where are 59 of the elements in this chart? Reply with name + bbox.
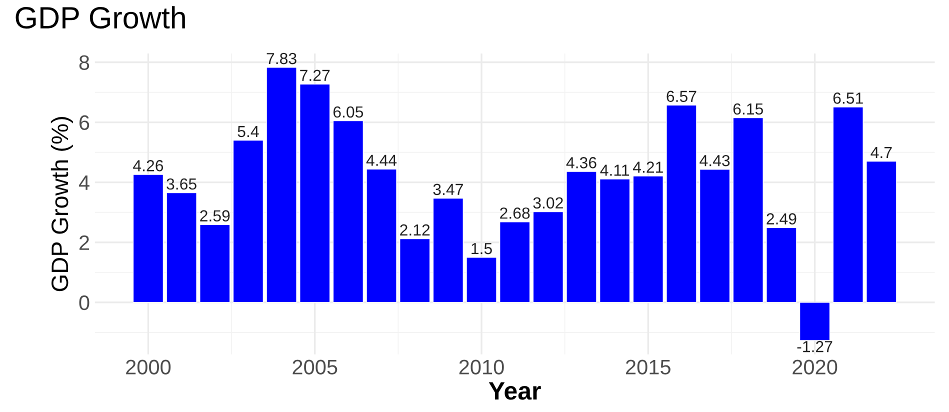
bar bbox=[799, 302, 830, 341]
bar bbox=[232, 140, 264, 303]
bar bbox=[866, 160, 897, 303]
data-label: 5.4 bbox=[238, 126, 259, 138]
data-label: 3.47 bbox=[433, 184, 463, 196]
bar bbox=[332, 120, 364, 303]
data-label: 2.59 bbox=[200, 210, 230, 222]
x-tick-label: 2020 bbox=[792, 360, 838, 374]
x-tick-label: 2000 bbox=[126, 360, 171, 374]
x-axis-title: Year bbox=[488, 382, 541, 400]
bar bbox=[832, 106, 864, 303]
bar bbox=[466, 257, 497, 303]
y-tick-label: 6 bbox=[80, 115, 90, 130]
data-label: 4.36 bbox=[566, 157, 596, 168]
data-label: 6.05 bbox=[333, 106, 364, 118]
data-label: 7.83 bbox=[266, 52, 296, 64]
bar bbox=[266, 67, 297, 303]
data-label: 2.12 bbox=[400, 224, 430, 236]
data-label: 3.65 bbox=[166, 178, 196, 190]
data-label: 4.26 bbox=[133, 160, 164, 172]
data-label: 4.44 bbox=[366, 154, 397, 166]
y-tick-label: 4 bbox=[78, 176, 90, 190]
data-label: 4.21 bbox=[632, 162, 663, 173]
bar bbox=[632, 176, 664, 303]
bar bbox=[200, 224, 230, 303]
chart-title: GDP Growth bbox=[16, 6, 185, 29]
data-label: 4.11 bbox=[600, 164, 629, 176]
bar bbox=[300, 84, 330, 303]
y-tick-label: 2 bbox=[80, 235, 89, 250]
data-label: -1.27 bbox=[797, 340, 832, 352]
bar bbox=[666, 104, 697, 303]
bar bbox=[432, 198, 464, 303]
bar bbox=[499, 222, 530, 303]
y-tick-label: 0 bbox=[79, 295, 90, 310]
data-label: 4.43 bbox=[700, 154, 730, 166]
x-tick-label: 2010 bbox=[459, 360, 504, 374]
data-label: 1.5 bbox=[472, 243, 492, 254]
bar bbox=[766, 227, 797, 303]
y-tick-label: 8 bbox=[79, 55, 90, 70]
data-label: 6.51 bbox=[833, 92, 863, 104]
data-label: 3.02 bbox=[533, 197, 563, 209]
data-label: 6.57 bbox=[666, 90, 696, 102]
y-axis-title: GDP Growth (%) bbox=[50, 117, 73, 292]
bar bbox=[599, 178, 630, 303]
x-tick-label: 2005 bbox=[292, 360, 338, 374]
bar bbox=[366, 168, 397, 303]
data-label: 2.49 bbox=[766, 213, 796, 224]
bar bbox=[166, 192, 197, 303]
bar bbox=[699, 169, 730, 303]
data-label: 6.15 bbox=[733, 103, 764, 115]
x-tick-label: 2015 bbox=[626, 360, 670, 374]
bar bbox=[132, 174, 164, 303]
data-label: 7.27 bbox=[300, 70, 330, 81]
bar bbox=[732, 117, 764, 303]
bar bbox=[400, 238, 430, 303]
bar bbox=[566, 171, 597, 303]
data-label: 4.7 bbox=[870, 147, 892, 158]
data-label: 2.68 bbox=[500, 207, 530, 219]
bar bbox=[532, 211, 564, 303]
